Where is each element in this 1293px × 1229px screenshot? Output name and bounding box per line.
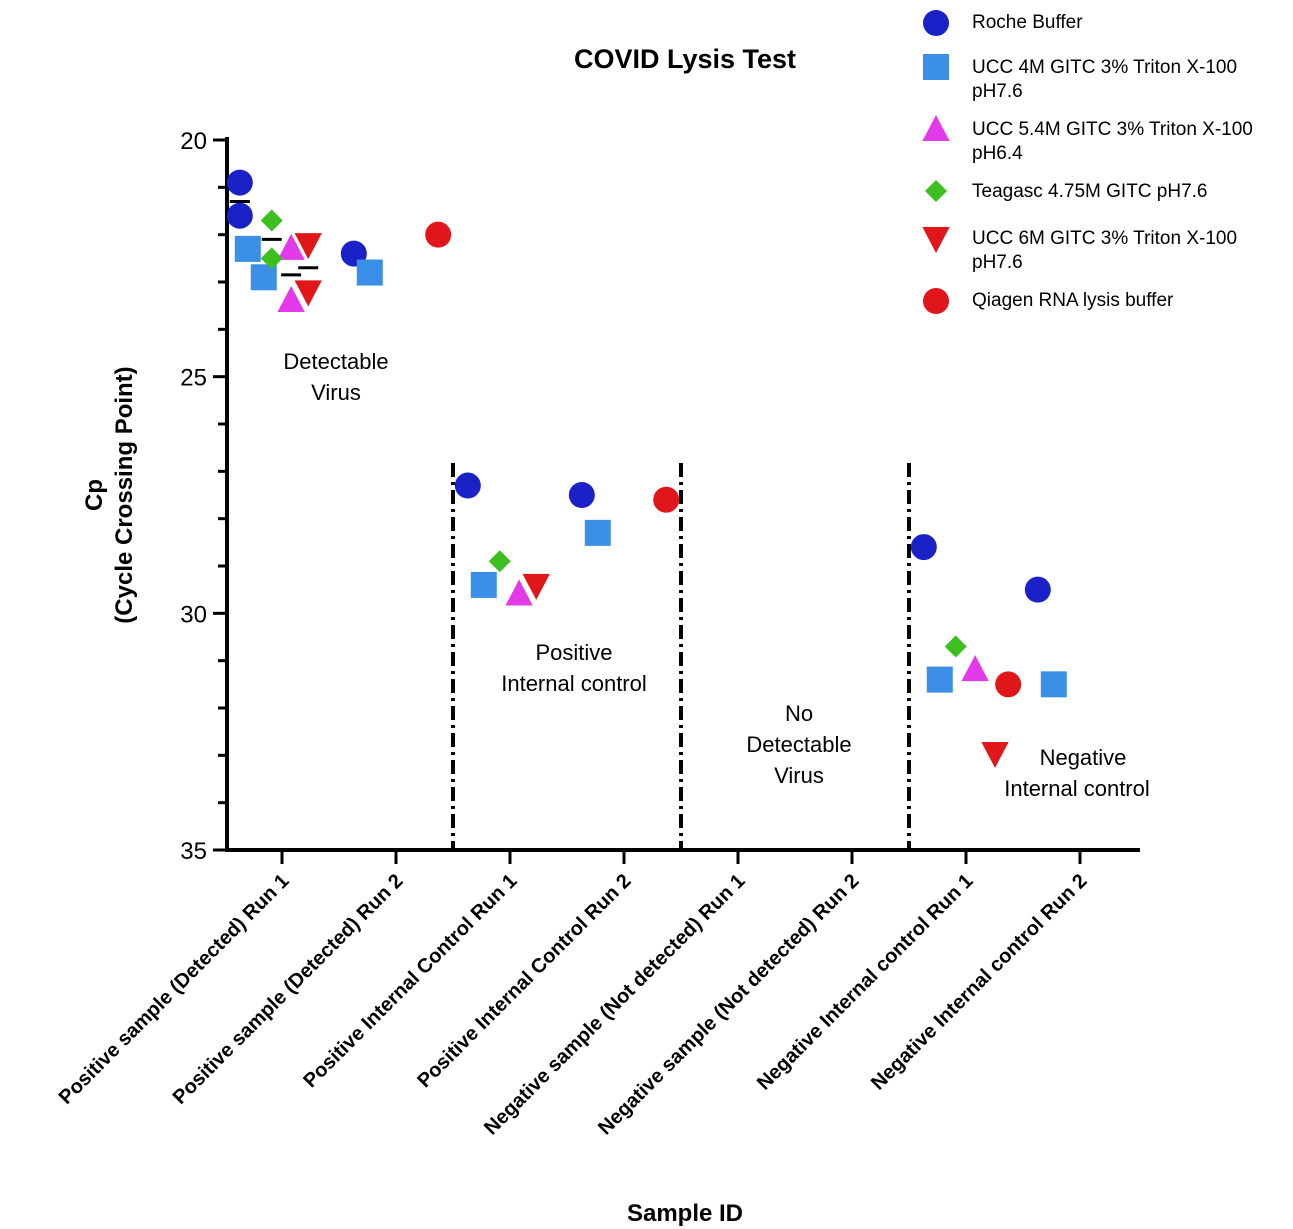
annotation-line: Internal control — [972, 773, 1182, 804]
data-point — [1025, 577, 1051, 603]
y-tick-label: 30 — [180, 601, 207, 628]
data-point — [569, 482, 595, 508]
x-tick-label: Negative Internal control Run 1 — [753, 870, 978, 1095]
annotation-line: No — [709, 698, 889, 729]
data-point — [357, 260, 383, 286]
annotation-negative-internal-control: Negative Internal control — [972, 742, 1182, 804]
x-tick-label: Positive sample (Detected) Run 2 — [169, 870, 408, 1109]
legend-marker — [922, 115, 949, 141]
y-tick-label: 25 — [180, 365, 207, 392]
data-point — [961, 655, 988, 681]
x-tick-label: Positive Internal Control Run 2 — [413, 870, 635, 1092]
x-axis-label: Sample ID — [0, 1200, 1293, 1228]
annotation-no-detectable-virus: No Detectable Virus — [709, 698, 889, 791]
data-point — [945, 635, 967, 657]
data-point — [911, 534, 937, 560]
data-point — [653, 487, 679, 513]
legend-marker — [922, 227, 949, 253]
data-point — [235, 236, 261, 262]
annotation-line: Positive — [464, 637, 684, 668]
legend-label-teagasc: Teagasc 4.75M GITC pH7.6 — [972, 180, 1292, 204]
data-point — [227, 170, 253, 196]
legend-label-line: pH7.6 — [972, 251, 1292, 275]
legend-label-line: UCC 4M GITC 3% Triton X-100 — [972, 56, 1292, 80]
annotation-detectable-virus: Detectable Virus — [236, 346, 436, 408]
data-point — [471, 572, 497, 598]
y-axis-label-line: (Cycle Crossing Point) — [111, 366, 138, 623]
axes: 20 25 30 35 Positive sample (Detected) Run 1… — [55, 128, 1140, 1139]
data-point — [489, 550, 511, 572]
annotation-line: Virus — [236, 377, 436, 408]
legend-marker — [925, 180, 947, 202]
annotation-line: Negative — [972, 742, 1182, 773]
x-tick-label: Negative Internal control Run 2 — [867, 870, 1092, 1095]
y-tick-label: 35 — [180, 838, 207, 865]
data-point — [585, 520, 611, 546]
legend-label-qiagen: Qiagen RNA lysis buffer — [972, 289, 1292, 313]
data-point — [1041, 671, 1067, 697]
annotation-line: Detectable — [236, 346, 436, 377]
x-tick-label: Positive sample (Detected) Run 1 — [55, 870, 294, 1109]
legend-label-roche: Roche Buffer — [972, 11, 1292, 35]
data-point — [261, 209, 283, 231]
legend-label-line: pH7.6 — [972, 80, 1292, 104]
data-point — [227, 203, 253, 229]
legend-marker — [923, 288, 949, 314]
annotation-line: Virus — [709, 760, 889, 791]
data-point — [425, 222, 451, 248]
data-point — [455, 473, 481, 499]
x-tick-label: Negative sample (Not detected) Run 2 — [594, 870, 863, 1139]
y-axis-label-line: Cp — [81, 479, 108, 511]
annotation-line: Detectable — [709, 729, 889, 760]
legend-label-ucc-4m: UCC 4M GITC 3% Triton X-100 pH7.6 — [972, 56, 1292, 104]
x-tick-label: Positive Internal Control Run 1 — [299, 870, 521, 1092]
y-tick-label: 20 — [180, 128, 207, 155]
legend-label-ucc-6m: UCC 6M GITC 3% Triton X-100 pH7.6 — [972, 227, 1292, 275]
annotation-line: Internal control — [464, 668, 684, 699]
data-point — [927, 667, 953, 693]
legend-label-line: pH6.4 — [972, 142, 1292, 166]
legend-label-line: UCC 5.4M GITC 3% Triton X-100 — [972, 118, 1292, 142]
legend-label-ucc-5-4m: UCC 5.4M GITC 3% Triton X-100 pH6.4 — [972, 118, 1292, 166]
x-tick-label: Negative sample (Not detected) Run 1 — [480, 870, 749, 1139]
annotation-positive-internal-control: Positive Internal control — [464, 637, 684, 699]
data-point — [995, 671, 1021, 697]
y-axis-label: Cp (Cycle Crossing Point) — [80, 245, 140, 745]
legend-marker — [923, 10, 949, 36]
legend-label-line: UCC 6M GITC 3% Triton X-100 — [972, 227, 1292, 251]
